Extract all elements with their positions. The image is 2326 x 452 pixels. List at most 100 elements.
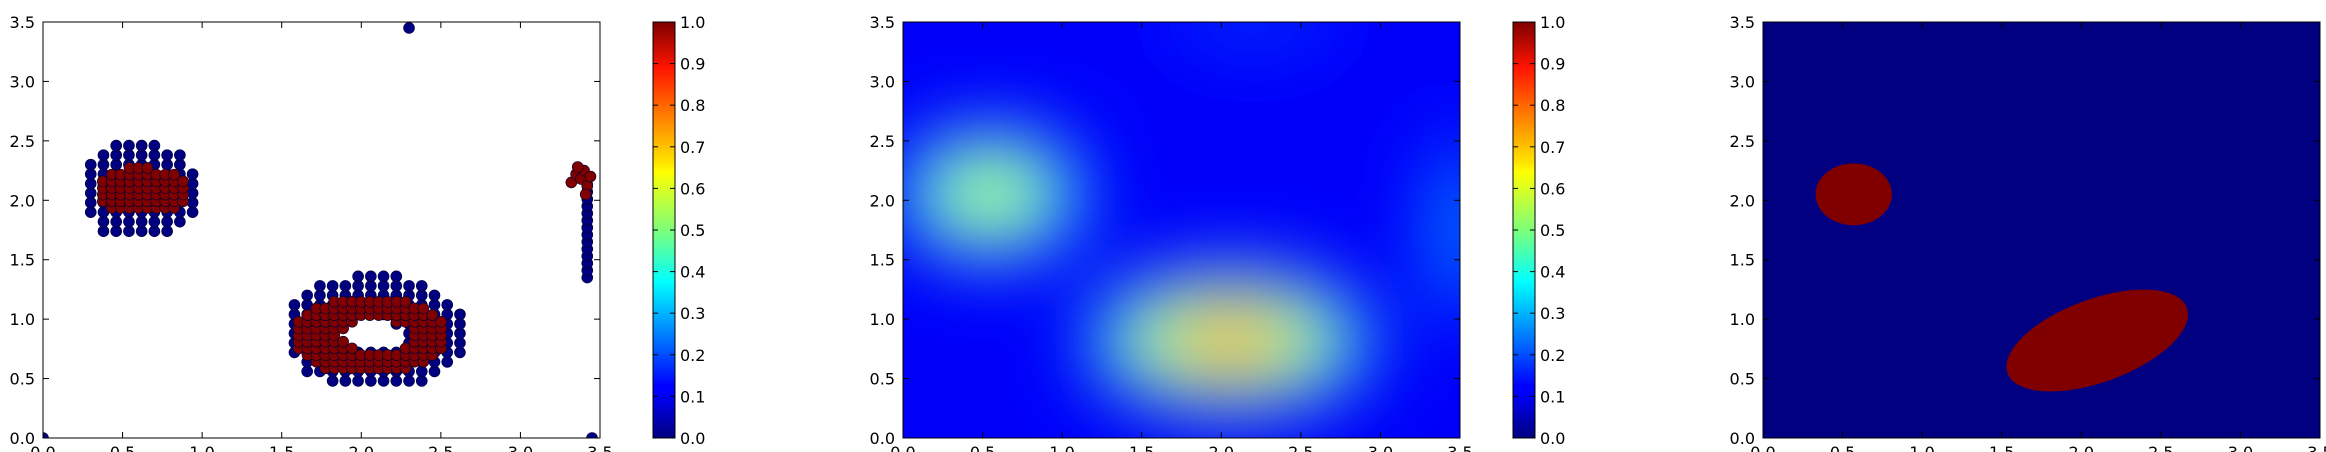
x-tick-label: 0.5: [970, 443, 995, 452]
x-tick-label: 1.0: [189, 443, 214, 452]
scatter-point: [141, 162, 154, 174]
y-tick-label: 1.0: [1730, 310, 1755, 329]
colorbar-tick-label: 0.0: [1540, 429, 1565, 448]
scatter-point: [579, 188, 592, 201]
y-tick-label: 0.0: [1730, 429, 1755, 448]
y-tick-label: 1.5: [870, 251, 895, 270]
colorbar-tick-label: 0.5: [1540, 221, 1565, 240]
scatter-point: [135, 139, 148, 152]
plot-area: [43, 22, 600, 438]
scatter-point: [186, 168, 199, 180]
colorbar-tick-label: 0.8: [680, 96, 705, 115]
scatter-point: [148, 139, 161, 152]
colorbar-tick-label: 0.1: [1540, 387, 1565, 406]
y-tick-label: 3.0: [1730, 72, 1755, 91]
region-value-1: [1815, 163, 1892, 226]
scatter-point: [399, 295, 412, 308]
heatmap-peak: [1084, 268, 1375, 413]
x-tick-label: 1.5: [1129, 443, 1154, 452]
colorbar-tick-label: 0.7: [1540, 138, 1565, 157]
scatter-point: [339, 280, 352, 292]
y-tick-label: 2.5: [10, 132, 35, 151]
scatter-point: [161, 149, 173, 161]
colorbar-tick-label: 0.4: [1540, 263, 1565, 282]
colorbar-tick-label: 0.6: [680, 179, 705, 198]
y-tick-label: 0.5: [1730, 370, 1755, 389]
scatter-point: [584, 170, 597, 183]
panel-1: 0.0 0.5 1.0 1.5 2.0 2.5 3.0 3.5 0.0 0.5 1.0 1.5 2.0 2…: [10, 13, 706, 452]
colorbar-tick-label: 0.7: [680, 138, 705, 157]
y-tick-label: 0.0: [870, 429, 895, 448]
panel-2: 0.0 0.5 1.0 1.5 2.0 2.5 3.0 3.5 0.0 0.5 1.0 1.5 2.0 2…: [870, 13, 1566, 452]
scatter-point: [337, 335, 349, 348]
x-tick-label: 2.5: [1288, 443, 1313, 452]
scatter-point: [168, 168, 180, 181]
panel-3: 0.0 0.5 1.0 1.5 2.0 2.5 3.0 3.5 0.0 0.5 1.0 1.5 2.0 2…: [1730, 13, 2326, 452]
x-tick-label: 1.0: [1909, 443, 1934, 452]
heatmap-peak: [1435, 128, 1460, 332]
colorbar-tick-label: 0.5: [680, 221, 705, 240]
axes-frame: [1762, 21, 2321, 439]
colorbar-tick-label: 0.4: [680, 263, 705, 282]
scatter-point: [586, 432, 598, 438]
y-tick-label: 2.0: [1730, 191, 1755, 210]
colorbar-tick-label: 0.8: [1540, 96, 1565, 115]
x-tick-label: 0.5: [110, 443, 135, 452]
x-tick-label: 3.0: [1368, 443, 1393, 452]
y-tick-label: 1.5: [10, 251, 35, 270]
x-tick-label: 3.5: [1447, 443, 1472, 452]
y-tick-label: 1.0: [870, 310, 895, 329]
y-tick-label: 3.5: [1730, 13, 1755, 32]
colorbar-tick-label: 0.0: [680, 429, 705, 448]
scatter-point: [97, 149, 110, 161]
scatter-point: [314, 280, 326, 292]
scatter-point: [417, 302, 430, 315]
scatter-point: [326, 280, 339, 292]
scatter-point: [426, 309, 439, 321]
colorbar-tick-label: 1.0: [680, 13, 705, 32]
x-tick-label: 2.0: [1209, 443, 1234, 452]
y-tick-label: 3.0: [870, 72, 895, 91]
y-tick-label: 0.0: [10, 429, 35, 448]
x-tick-label: 3.5: [2307, 443, 2326, 452]
x-tick-label: 2.5: [428, 443, 453, 452]
x-tick-label: 0.0: [30, 443, 55, 452]
colorbar-tick-label: 0.1: [680, 387, 705, 406]
x-tick-label: 3.5: [587, 443, 612, 452]
region-value-1: [2006, 289, 2189, 392]
y-tick-label: 2.5: [1730, 132, 1755, 151]
scatter-point: [346, 342, 358, 355]
y-tick-label: 2.0: [870, 191, 895, 210]
y-tick-label: 0.5: [10, 370, 35, 389]
scatter-point: [403, 22, 415, 34]
colorbar-tick-label: 0.3: [1540, 304, 1565, 323]
scatter-point: [428, 289, 441, 302]
x-tick-label: 1.5: [1989, 443, 2014, 452]
x-tick-label: 1.0: [1049, 443, 1074, 452]
scatter-point: [390, 270, 403, 283]
axes-frame: [42, 21, 601, 439]
axes-frame: [902, 21, 1461, 439]
scatter-point: [352, 270, 364, 283]
colorbar-tick-label: 0.6: [1540, 179, 1565, 198]
scatter-point: [571, 161, 584, 173]
y-tick-label: 0.5: [870, 370, 895, 389]
colorbar-tick-label: 0.2: [680, 346, 705, 365]
scatter-point: [403, 280, 415, 292]
plot-area: [903, 22, 1460, 438]
scatter-point: [377, 270, 390, 283]
colorbar: 0.0 0.1 0.2 0.3 0.4 0.5 0.6 0.7 0.8 0.9 1.0: [652, 13, 705, 448]
x-tick-label: 2.0: [349, 443, 374, 452]
x-tick-label: 3.0: [2228, 443, 2253, 452]
heatmap-peak: [903, 126, 1088, 263]
colorbar: 0.0 0.1 0.2 0.3 0.4 0.5 0.6 0.7 0.8 0.9 1.0: [1512, 13, 1565, 448]
scatter-point: [288, 299, 301, 311]
scatter-point: [435, 315, 447, 328]
y-tick-label: 3.5: [870, 13, 895, 32]
scatter-point: [43, 432, 49, 438]
scatter-point: [174, 149, 186, 161]
x-tick-label: 3.0: [508, 443, 533, 452]
plot-area: [1763, 22, 2320, 438]
colorbar-tick-label: 0.9: [680, 55, 705, 74]
